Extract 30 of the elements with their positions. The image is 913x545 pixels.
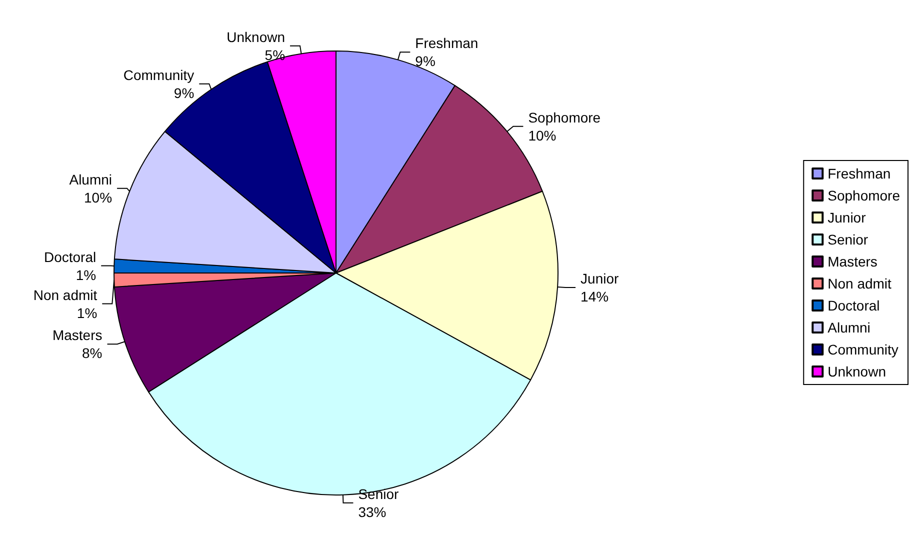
slice-label: Alumni [69, 171, 112, 188]
slice-label: Unknown [226, 28, 286, 45]
slice-label: Non admit [33, 286, 98, 303]
legend-label: Junior [828, 210, 866, 226]
data-label: 10% [528, 127, 556, 144]
slice-label: Freshman [415, 35, 478, 52]
slice-label: Sophomore [528, 109, 601, 126]
data-label: 1% [76, 304, 98, 321]
data-label: 10% [84, 189, 112, 206]
data-label: 9% [174, 84, 194, 101]
legend-label: Sophomore [828, 188, 900, 204]
data-label: 1% [76, 266, 96, 283]
legend-label: Community [828, 342, 898, 358]
legend-label: Alumni [828, 320, 870, 336]
legend-label: Doctoral [828, 298, 880, 314]
slice-label: Senior [358, 486, 400, 502]
data-label: 33% [358, 504, 386, 520]
slice-label: Community [123, 66, 194, 83]
legend-label: Masters [828, 254, 878, 270]
data-label: 9% [415, 53, 436, 70]
data-label: 14% [580, 288, 609, 304]
data-label: 8% [82, 345, 102, 362]
slice-label: Masters [52, 327, 102, 344]
legend-label: Non admit [828, 276, 892, 292]
legend-label: Senior [828, 232, 868, 248]
slice-label: Doctoral [44, 248, 96, 265]
data-label: 5% [264, 46, 286, 63]
legend-label: Freshman [828, 166, 891, 182]
legend-label: Unknown [828, 364, 886, 380]
slice-label: Junior [580, 270, 620, 286]
